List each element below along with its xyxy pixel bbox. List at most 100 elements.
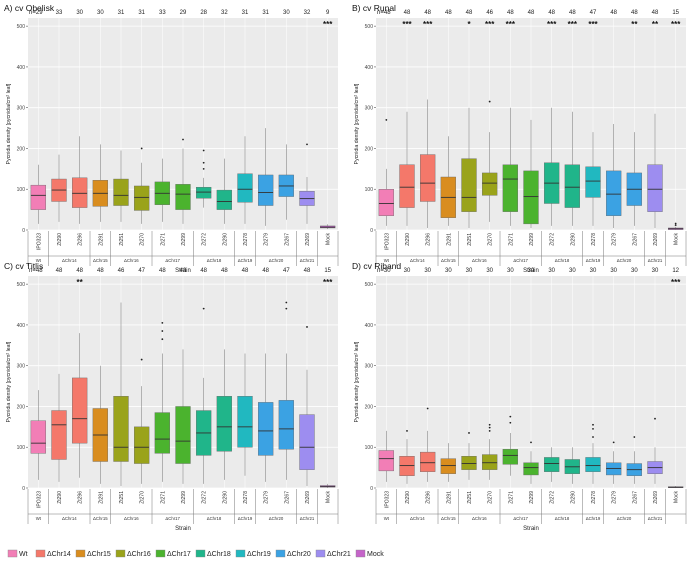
y-axis-label: Pycnidia density [pycnidia/cm² leaf] (6, 341, 12, 422)
y-axis-label: Pycnidia density [pycnidia/cm² leaf] (6, 83, 12, 164)
count-label: 29 (180, 10, 187, 16)
legend-label: ΔChr21 (327, 551, 351, 558)
x-tick-label: Zt279 (612, 233, 618, 246)
box-Zt279 (258, 174, 274, 206)
box-Zt299 (523, 170, 539, 225)
outlier-point (488, 100, 491, 103)
box-Zt278 (237, 173, 253, 203)
box-Zt278 (585, 166, 601, 198)
outlier-point (306, 326, 308, 328)
x-tick-label: Zt278 (243, 233, 249, 246)
outlier-point (140, 147, 143, 150)
box-Zt299 (175, 184, 191, 210)
box-Zt251 (461, 158, 477, 212)
x-tick-label: Zt296 (78, 491, 84, 504)
box-Zt290 (51, 410, 67, 460)
outlier-point (592, 423, 594, 426)
significance-label: ** (631, 20, 638, 29)
x-tick-label: IPO323 (36, 491, 42, 508)
y-tick-label: 200 (17, 146, 26, 152)
x-axis-label: Strain (523, 526, 539, 532)
group-label: ΔChr15 (441, 258, 456, 263)
box-Zt251 (461, 455, 477, 470)
legend-label: ΔChr20 (287, 551, 311, 558)
count-label: 47 (138, 268, 145, 274)
box-Zt269 (299, 414, 315, 470)
x-tick-label: Zt278 (591, 233, 597, 246)
box-Zt251 (113, 178, 129, 206)
panel-3: C) cv Titlis 0 100 200 300 400 500 Pycnidia den… (4, 261, 339, 532)
x-tick-label: Mock (326, 491, 332, 503)
count-label: n=48 (29, 268, 43, 274)
group-label: Wt (384, 258, 390, 263)
outlier-point (633, 436, 636, 438)
count-label: 30 (283, 10, 290, 16)
outlier-point (161, 321, 164, 324)
y-tick-label: 0 (22, 486, 25, 492)
box-Zt278 (237, 396, 253, 448)
count-label: 31 (242, 10, 249, 16)
box-Zt290 (399, 164, 415, 208)
x-tick-label: Mock (674, 491, 680, 503)
x-tick-label: Zt290 (222, 491, 228, 504)
box-Zt270 (134, 426, 150, 464)
box-Zt272 (196, 186, 212, 199)
significance-label: *** (485, 20, 495, 29)
x-tick-label: Zt269 (305, 491, 311, 504)
x-tick-label: Zt296 (426, 233, 432, 246)
box-Zt296 (72, 177, 88, 208)
y-tick-label: 0 (22, 228, 25, 234)
count-label: 30 (569, 268, 576, 274)
box-Zt290 (564, 164, 580, 208)
count-label: 30 (445, 268, 452, 274)
box-IPO323 (378, 450, 394, 472)
panel-4: D) cv Riband 0 100 200 300 400 500 Pycnidia den… (352, 261, 687, 532)
group-label: ΔChr17 (513, 516, 528, 521)
x-tick-label: Zt271 (508, 233, 514, 246)
outlier-point (674, 224, 677, 227)
panel-title: D) cv Riband (352, 261, 401, 271)
count-label: 48 (610, 10, 617, 16)
legend-label: ΔChr19 (247, 551, 271, 558)
outlier-point (306, 143, 308, 146)
count-label: 48 (304, 268, 311, 274)
box-Zt270 (134, 185, 150, 211)
outlier-point (592, 436, 594, 438)
x-tick-label: Zt299 (529, 491, 535, 504)
outlier-point (488, 430, 491, 432)
count-label: 31 (118, 10, 125, 16)
group-label: ΔChr14 (410, 258, 425, 263)
y-tick-label: 500 (17, 24, 26, 30)
count-label: 48 (528, 10, 535, 16)
significance-label: *** (323, 20, 333, 29)
group-label: ΔChr15 (93, 258, 108, 263)
box-IPO323 (30, 184, 46, 210)
x-axis-label: Strain (175, 526, 191, 532)
significance-label: *** (568, 20, 578, 29)
legend-label: Mock (367, 551, 384, 558)
legend-swatch-6 (195, 549, 206, 558)
x-tick-label: Zt269 (305, 233, 311, 246)
y-tick-label: 0 (370, 228, 373, 234)
x-tick-label: Zt290 (405, 233, 411, 246)
count-label: 48 (569, 10, 576, 16)
outlier-point (509, 415, 512, 418)
x-tick-label: Zt269 (653, 233, 659, 246)
x-tick-label: Zt299 (181, 233, 187, 246)
y-tick-label: 100 (17, 445, 26, 451)
y-tick-label: 400 (365, 65, 374, 71)
x-tick-label: Zt278 (243, 491, 249, 504)
outlier-point (285, 301, 288, 304)
group-label: ΔChr18 (555, 516, 570, 521)
y-tick-label: 500 (365, 24, 374, 30)
legend-label: ΔChr15 (87, 551, 111, 558)
box-Zt279 (258, 402, 274, 456)
outlier-point (161, 330, 164, 332)
count-label: 48 (548, 10, 555, 16)
group-label: Wt (36, 516, 42, 521)
group-label: ΔChr15 (441, 516, 456, 521)
count-label: 30 (76, 10, 83, 16)
x-tick-label: Zt272 (550, 233, 556, 246)
group-label: ΔChr20 (617, 516, 632, 521)
panel-title: C) cv Titlis (4, 261, 43, 271)
